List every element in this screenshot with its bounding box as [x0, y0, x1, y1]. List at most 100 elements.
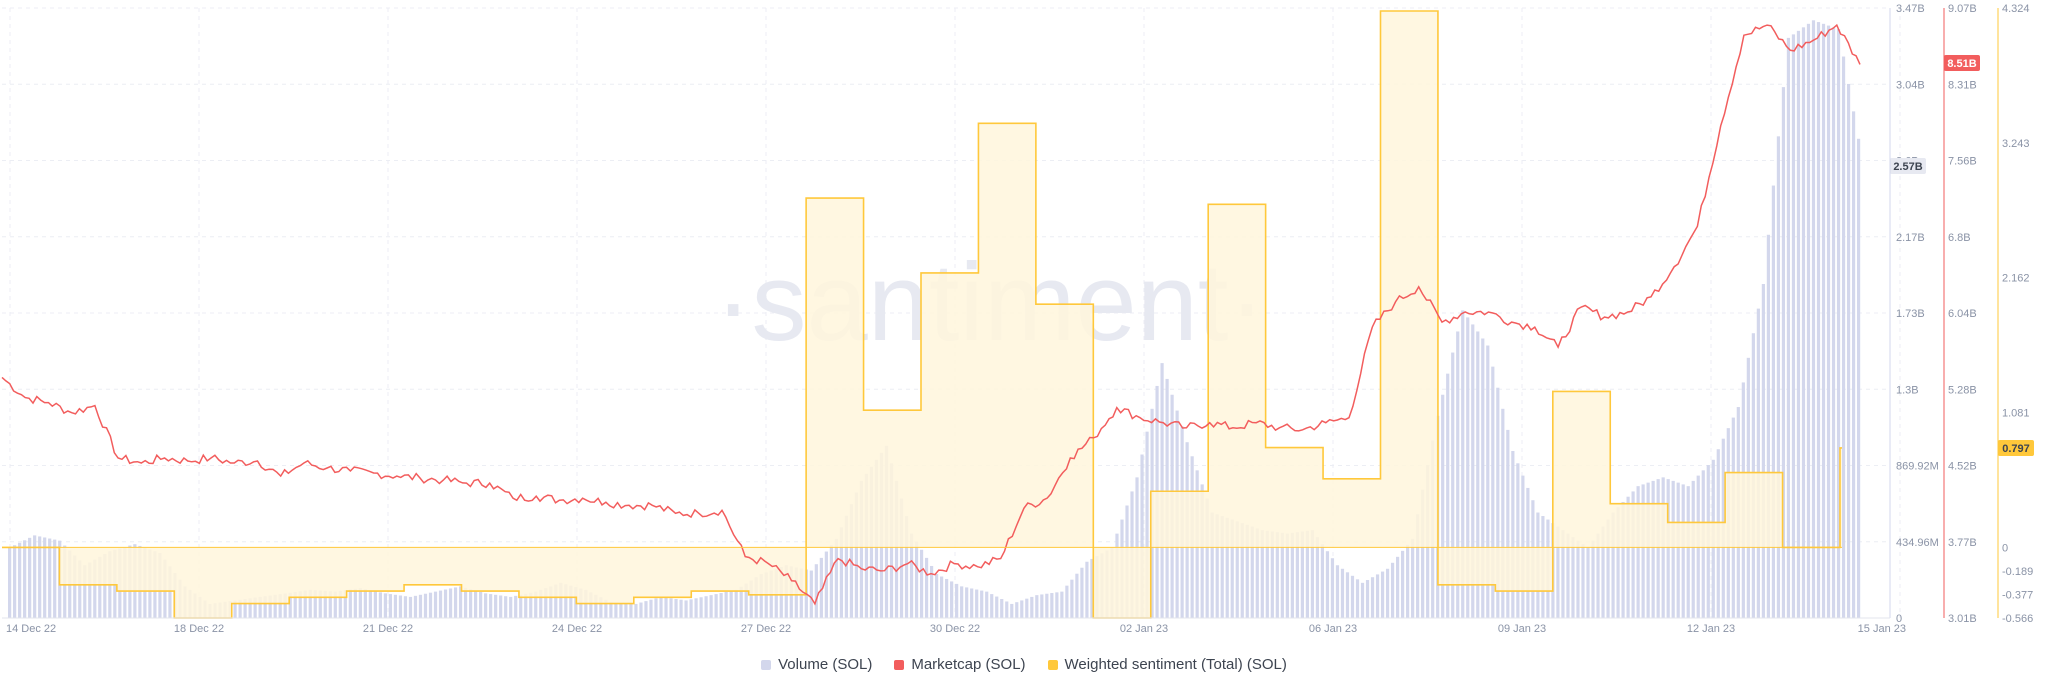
volume-bar: [1055, 592, 1059, 618]
volume-bar: [373, 591, 377, 618]
volume-bar: [1200, 484, 1204, 618]
volume-bar: [1210, 512, 1214, 618]
volume-bar: [940, 576, 944, 618]
marketcap-tick-label: 3.77B: [1948, 537, 1977, 549]
volume-bar: [534, 591, 538, 618]
volume-bar: [1285, 533, 1289, 618]
volume-bar: [1591, 540, 1595, 618]
volume-bar: [524, 593, 528, 618]
volume-bar: [1090, 558, 1094, 618]
volume-bar: [428, 592, 433, 618]
volume-bar: [1411, 538, 1415, 618]
legend-swatch-marketcap: [894, 659, 905, 670]
volume-bar: [919, 549, 924, 618]
volume-bar: [1626, 496, 1630, 618]
x-tick-label: 02 Jan 23: [1120, 623, 1168, 635]
volume-bar: [98, 556, 102, 618]
sentiment-axis: -0.566 -0.377 -0.189 0 1.081 2.162 3.243 4.324: [2002, 3, 2033, 625]
volume-bar: [48, 538, 52, 618]
sentiment-tick-label: -0.566: [2002, 613, 2033, 625]
volume-bar: [278, 594, 282, 618]
volume-bar: [78, 560, 82, 618]
volume-bar: [980, 590, 984, 618]
volume-bar: [950, 581, 954, 618]
volume-bar: [1846, 83, 1851, 618]
volume-bar: [899, 498, 904, 618]
volume-bar: [749, 580, 753, 618]
x-tick-label: 30 Dec 22: [930, 623, 980, 635]
volume-bar: [709, 595, 713, 618]
volume-bar: [338, 590, 342, 618]
volume-bar: [834, 538, 838, 618]
volume-bar: [1501, 408, 1505, 618]
marketcap-tick-label: 6.8B: [1948, 232, 1971, 244]
volume-bar: [1796, 30, 1801, 618]
volume-bar: [1596, 533, 1600, 618]
volume-bar: [343, 590, 347, 618]
volume-bar: [168, 566, 172, 618]
volume-bar: [990, 594, 994, 618]
volume-bar: [1761, 283, 1765, 618]
volume-bar: [318, 590, 322, 618]
volume-bar: [1075, 573, 1079, 618]
volume-bar: [1205, 498, 1209, 618]
volume-bar: [1681, 484, 1685, 618]
volume-bar: [1225, 517, 1229, 618]
x-tick-label: 09 Jan 23: [1498, 623, 1546, 635]
volume-bar: [494, 594, 498, 618]
volume-bar: [759, 574, 763, 618]
volume-bar: [298, 591, 302, 618]
marketcap-axis: 3.01B 3.77B 4.52B 5.28B 6.04B 6.8B 7.56B 8.31B 9…: [1948, 3, 1977, 625]
volume-bar: [363, 589, 367, 618]
volume-bar: [283, 593, 287, 618]
legend-item-marketcap[interactable]: Marketcap (SOL): [894, 656, 1026, 673]
volume-bar: [1826, 25, 1831, 619]
volume-bar: [479, 591, 483, 618]
volume-bar: [1806, 23, 1811, 618]
volume-bar: [744, 583, 748, 618]
legend-item-sentiment[interactable]: Weighted sentiment (Total) (SOL): [1047, 656, 1287, 673]
volume-bar: [499, 595, 503, 618]
volume-bar: [468, 589, 473, 618]
volume-bar: [378, 592, 382, 618]
volume-bar: [829, 545, 833, 618]
volume-bar: [474, 590, 478, 618]
volume-bar: [323, 590, 327, 618]
legend-item-volume[interactable]: Volume (SOL): [761, 656, 872, 673]
x-tick-label: 18 Dec 22: [174, 623, 224, 635]
volume-bar: [489, 594, 493, 618]
volume-bar: [263, 596, 267, 618]
volume-bar: [1070, 579, 1074, 618]
volume-bar: [383, 593, 388, 618]
volume-bar: [1240, 523, 1244, 618]
volume-bar: [619, 602, 623, 618]
volume-bar: [644, 601, 648, 618]
x-tick-label: 24 Dec 22: [552, 623, 602, 635]
volume-bar: [1651, 480, 1655, 618]
volume-bar: [1080, 567, 1084, 618]
volume-bar: [413, 595, 418, 618]
volume-bar: [88, 562, 92, 618]
volume-bar: [1441, 394, 1445, 618]
volume-bar: [408, 596, 413, 618]
volume-bar: [33, 535, 37, 618]
volume-bar: [699, 597, 703, 618]
volume-bar: [519, 594, 523, 618]
volume-bar: [1666, 479, 1670, 618]
legend-label-volume: Volume (SOL): [778, 656, 873, 673]
legend-swatch-volume: [761, 659, 772, 670]
volume-bar: [328, 591, 332, 618]
volume-bar: [1816, 22, 1821, 618]
volume-bar: [684, 600, 688, 618]
volume-bar: [589, 592, 593, 618]
volume-tick-label: 0: [1896, 613, 1902, 625]
volume-bar: [604, 599, 608, 618]
volume-bar: [1280, 532, 1284, 618]
volume-bar: [854, 492, 859, 618]
volume-bar: [754, 577, 758, 618]
volume-bar: [1050, 593, 1054, 618]
volume-bar: [945, 578, 949, 618]
volume-bar: [1581, 544, 1585, 618]
volume-bar: [609, 602, 613, 618]
volume-bar: [293, 591, 297, 618]
